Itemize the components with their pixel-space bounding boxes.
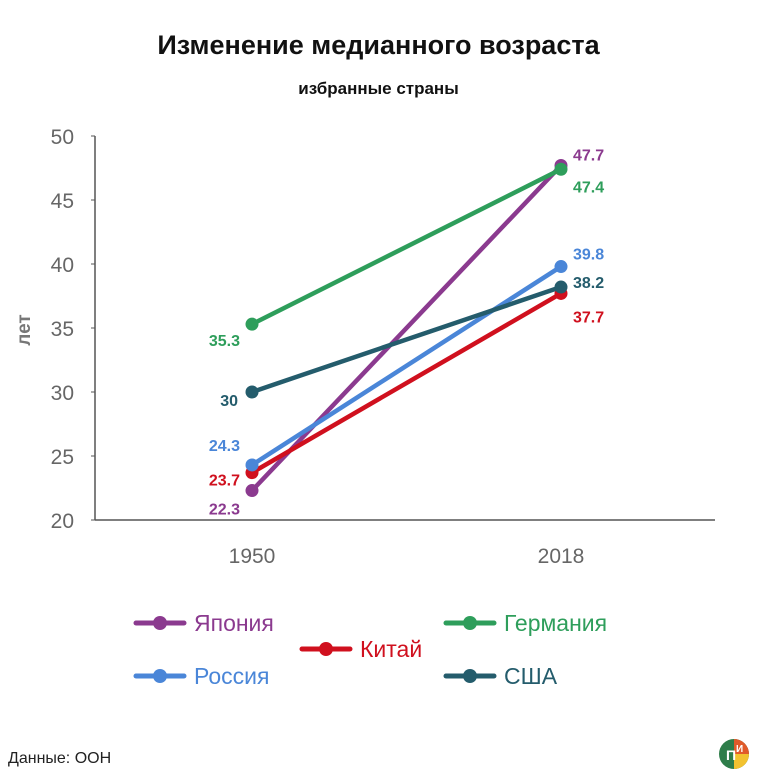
series-line bbox=[249, 163, 564, 493]
svg-text:И: И bbox=[736, 744, 743, 755]
legend-swatch-marker bbox=[463, 669, 477, 683]
series-lines bbox=[245, 158, 568, 498]
legend-swatch-marker bbox=[153, 616, 167, 630]
data-label: 23.7 bbox=[209, 473, 240, 490]
legend-label: Германия bbox=[504, 610, 607, 636]
data-labels: 22.3 47.7 35.3 47.4 23.7 37.7 24.3 39.8 30 38.2 bbox=[209, 147, 604, 518]
y-tick-label: 20 bbox=[51, 510, 74, 533]
data-label: 22.3 bbox=[209, 502, 240, 519]
data-label: 47.4 bbox=[573, 179, 604, 196]
axes: 20 25 30 35 40 45 50 1950 2018 лет bbox=[14, 126, 715, 568]
x-tick-label: 2018 bbox=[538, 545, 585, 568]
data-label: 24.3 bbox=[209, 438, 240, 455]
svg-text:П: П bbox=[726, 747, 736, 763]
chart-subtitle: избранные страны bbox=[298, 79, 459, 98]
y-tick-label: 25 bbox=[51, 446, 74, 469]
data-point bbox=[245, 484, 259, 498]
legend-label: Япония bbox=[194, 610, 274, 636]
data-point bbox=[554, 280, 568, 294]
data-label: 39.8 bbox=[573, 247, 604, 264]
series-line bbox=[249, 291, 564, 475]
legend-label: США bbox=[504, 663, 558, 689]
y-tick-label: 30 bbox=[51, 382, 74, 405]
data-label: 47.7 bbox=[573, 147, 604, 164]
data-point bbox=[554, 260, 568, 274]
series-line bbox=[249, 284, 564, 395]
y-tick-label: 40 bbox=[51, 254, 74, 277]
data-label: 37.7 bbox=[573, 309, 604, 326]
legend: Япония Германия Китай Россия США bbox=[133, 610, 607, 689]
y-axis-label: лет bbox=[14, 314, 35, 345]
chart-title: Изменение медианного возраста bbox=[157, 30, 600, 60]
series-line bbox=[249, 167, 564, 327]
series-line bbox=[249, 264, 564, 468]
data-source: Данные: ООН bbox=[8, 750, 112, 767]
legend-swatch-marker bbox=[153, 669, 167, 683]
legend-swatch-marker bbox=[463, 616, 477, 630]
y-tick-label: 45 bbox=[51, 190, 74, 213]
y-tick-label: 35 bbox=[51, 318, 74, 341]
data-point bbox=[245, 458, 259, 472]
data-point bbox=[245, 385, 259, 399]
data-point bbox=[554, 162, 568, 176]
pi-logo-icon: П И bbox=[719, 739, 749, 769]
legend-label: Россия bbox=[194, 663, 269, 689]
y-tick-label: 50 bbox=[51, 126, 74, 149]
x-tick-label: 1950 bbox=[229, 545, 276, 568]
data-label: 35.3 bbox=[209, 333, 240, 350]
data-label: 30 bbox=[220, 393, 238, 410]
legend-label: Китай bbox=[360, 636, 422, 662]
data-label: 38.2 bbox=[573, 275, 604, 292]
legend-swatch-marker bbox=[319, 642, 333, 656]
data-point bbox=[245, 317, 259, 331]
